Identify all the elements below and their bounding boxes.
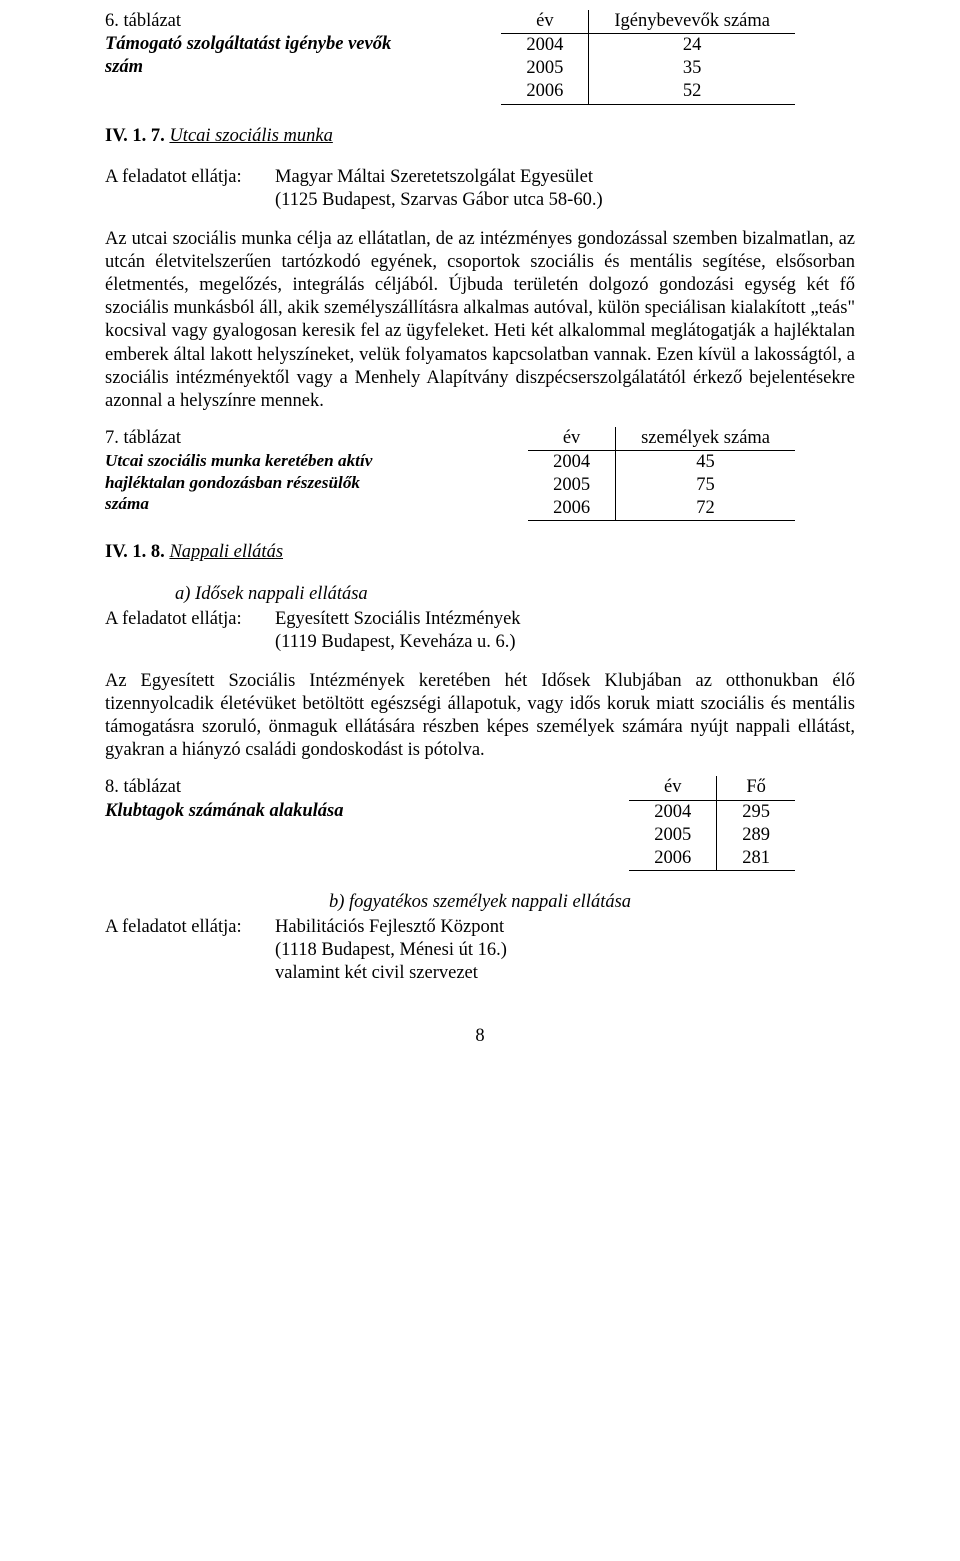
table6-r2-year: 2006 (501, 80, 589, 104)
table8-r2-year: 2006 (629, 847, 717, 871)
table8-r1-year: 2005 (629, 824, 717, 847)
table7-r0-value: 45 (616, 451, 795, 475)
section-iv17-heading: IV. 1. 7. Utcai szociális munka (105, 125, 855, 148)
table-row: 2004 24 (501, 34, 795, 58)
table6-r1-value: 35 (589, 57, 795, 80)
page-number: 8 (105, 1025, 855, 1048)
table6-r1-year: 2005 (501, 57, 589, 80)
table8-caption-sub1: Klubtagok számának alakulása (105, 801, 344, 821)
table8-block: 8. táblázat Klubtagok számának alakulása… (105, 776, 855, 871)
iv18a-provider-value: Egyesített Szociális Intézmények (1119 B… (275, 608, 855, 654)
table-header-row: év Igénybevevők száma (501, 10, 795, 34)
section-iv18-title: Nappali ellátás (169, 542, 283, 562)
iv17-provider-name: Magyar Máltai Szeretetszolgálat Egyesüle… (275, 166, 855, 189)
iv18a-provider-block: A feladatot ellátja: Egyesített Szociáli… (105, 608, 855, 654)
table8-r0-value: 295 (717, 800, 795, 824)
iv18b-provider-value: Habilitációs Fejlesztő Központ (1118 Bud… (275, 916, 855, 985)
table-row: 2006 52 (501, 80, 795, 104)
table7-r2-year: 2006 (528, 497, 616, 521)
iv18a-provider-label: A feladatot ellátja: (105, 608, 275, 654)
table6-caption-sub1: Támogató szolgáltatást igénybe vevők (105, 34, 391, 54)
table6-r0-year: 2004 (501, 34, 589, 58)
table7: év személyek száma 2004 45 2005 75 2006 … (528, 427, 795, 522)
table7-r1-value: 75 (616, 474, 795, 497)
iv18-sub-b: b) fogyatékos személyek nappali ellátása (105, 891, 855, 914)
table6-r0-value: 24 (589, 34, 795, 58)
table6-r2-value: 52 (589, 80, 795, 104)
iv18b-provider-name: Habilitációs Fejlesztő Központ (275, 916, 855, 939)
table-row: 2004 45 (528, 451, 795, 475)
iv17-provider-label: A feladatot ellátja: (105, 166, 275, 212)
table8-r1-value: 289 (717, 824, 795, 847)
section-iv18-num: IV. 1. 8. (105, 542, 165, 562)
table-row: 2004 295 (629, 800, 795, 824)
table6-caption-title: 6. táblázat (105, 11, 181, 31)
table7-caption: 7. táblázat Utcai szociális munka kereté… (105, 427, 528, 515)
table7-caption-sub3: száma (105, 494, 149, 513)
table6-col1: év (501, 10, 589, 34)
iv18b-provider-block: A feladatot ellátja: Habilitációs Fejles… (105, 916, 855, 985)
iv18a-paragraph: Az Egyesített Szociális Intézmények kere… (105, 670, 855, 763)
iv17-paragraph: Az utcai szociális munka célja az elláta… (105, 228, 855, 413)
iv18b-provider-extra: valamint két civil szervezet (275, 962, 855, 985)
table7-col1: év (528, 427, 616, 451)
table6-block: 6. táblázat Támogató szolgáltatást igény… (105, 10, 855, 105)
document-page: 6. táblázat Támogató szolgáltatást igény… (0, 0, 960, 1089)
table7-col2: személyek száma (616, 427, 795, 451)
iv17-provider-addr: (1125 Budapest, Szarvas Gábor utca 58-60… (275, 189, 855, 212)
iv18-sub-a: a) Idősek nappali ellátása (175, 583, 855, 606)
table-row: 2005 75 (528, 474, 795, 497)
table8-col2: Fő (717, 776, 795, 800)
table8-caption: 8. táblázat Klubtagok számának alakulása (105, 776, 629, 822)
table-header-row: év személyek száma (528, 427, 795, 451)
iv17-provider-value: Magyar Máltai Szeretetszolgálat Egyesüle… (275, 166, 855, 212)
section-iv18-heading: IV. 1. 8. Nappali ellátás (105, 541, 855, 564)
table7-caption-title: 7. táblázat (105, 428, 181, 448)
table7-block: 7. táblázat Utcai szociális munka kereté… (105, 427, 855, 522)
table8-r2-value: 281 (717, 847, 795, 871)
table7-caption-sub1: Utcai szociális munka keretében aktív (105, 451, 372, 470)
table8-col1: év (629, 776, 717, 800)
iv18b-provider-label: A feladatot ellátja: (105, 916, 275, 985)
iv18a-provider-name: Egyesített Szociális Intézmények (275, 608, 855, 631)
section-iv17-num: IV. 1. 7. (105, 126, 165, 146)
table-row: 2006 281 (629, 847, 795, 871)
table-header-row: év Fő (629, 776, 795, 800)
table-row: 2006 72 (528, 497, 795, 521)
table8-r0-year: 2004 (629, 800, 717, 824)
table6-col2: Igénybevevők száma (589, 10, 795, 34)
table6-caption: 6. táblázat Támogató szolgáltatást igény… (105, 10, 501, 79)
iv18a-provider-addr: (1119 Budapest, Keveháza u. 6.) (275, 631, 855, 654)
table6: év Igénybevevők száma 2004 24 2005 35 20… (501, 10, 795, 105)
iv17-provider-block: A feladatot ellátja: Magyar Máltai Szere… (105, 166, 855, 212)
table-row: 2005 289 (629, 824, 795, 847)
table6-caption-sub2: szám (105, 57, 143, 77)
table8-caption-title: 8. táblázat (105, 777, 181, 797)
table7-r0-year: 2004 (528, 451, 616, 475)
table7-r2-value: 72 (616, 497, 795, 521)
table7-r1-year: 2005 (528, 474, 616, 497)
section-iv17-title: Utcai szociális munka (169, 126, 332, 146)
table8: év Fő 2004 295 2005 289 2006 281 (629, 776, 795, 871)
table-row: 2005 35 (501, 57, 795, 80)
table7-caption-sub2: hajléktalan gondozásban részesülők (105, 473, 360, 492)
iv18b-provider-addr: (1118 Budapest, Ménesi út 16.) (275, 939, 855, 962)
